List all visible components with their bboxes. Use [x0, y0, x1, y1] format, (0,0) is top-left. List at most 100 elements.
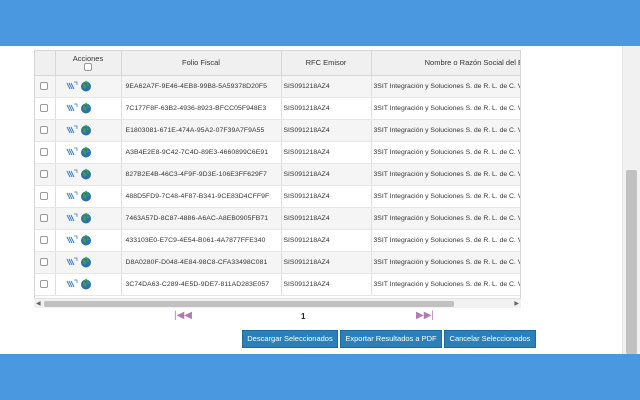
sat-download-icon[interactable] [66, 235, 78, 245]
rfc-emisor-cell: SIS091218AZ4 [281, 185, 372, 208]
row-select-cell [35, 75, 56, 98]
table-row: D8A0280F-D048-4E84-98C8-CFA33498C081 SIS0… [35, 251, 520, 274]
row-checkbox[interactable] [40, 258, 48, 266]
horizontal-scrollbar-thumb[interactable] [44, 301, 454, 307]
header-rfc-emisor[interactable]: RFC Emisor [281, 51, 372, 76]
razon-social-cell: 3SIT Integración y Soluciones S. de R. L… [371, 185, 520, 208]
rfc-emisor-cell: SIS091218AZ4 [281, 97, 372, 120]
row-select-cell [35, 119, 56, 142]
rfc-emisor-cell: SIS091218AZ4 [281, 273, 372, 296]
globe-icon[interactable] [80, 124, 92, 136]
header-razon-social[interactable]: Nombre o Razón Social del Emisor [371, 51, 520, 76]
table-row: E1803081-671E-474A-95A2-07F39A7F9A55 SIS0… [35, 119, 520, 142]
sat-download-icon[interactable] [66, 213, 78, 223]
row-select-cell [35, 97, 56, 120]
rfc-emisor-cell: SIS091218AZ4 [281, 229, 372, 252]
row-checkbox[interactable] [40, 82, 48, 90]
razon-social-cell: 3SIT Integración y Soluciones S. de R. L… [371, 75, 520, 98]
pager-last-icon[interactable]: ▶▶| [416, 310, 434, 321]
sat-download-icon[interactable] [66, 103, 78, 113]
sat-download-icon[interactable] [66, 191, 78, 201]
row-actions-cell [55, 229, 122, 252]
sat-download-icon[interactable] [66, 279, 78, 289]
folio-fiscal-cell: 7C177F8F-63B2-4936-8923-BFCC05F948E3 [121, 97, 282, 120]
descargar-seleccionados-button[interactable]: Descargar Seleccionados [242, 330, 338, 348]
folio-fiscal-cell: A3B4E2E8-9C42-7C4D-89E3-4660899C6E91 [121, 141, 282, 164]
table-row: 3C74DA63-C289-4E5D-9DE7-811AD283E057 SIS0… [35, 273, 520, 296]
row-checkbox[interactable] [40, 148, 48, 156]
vertical-scrollbar[interactable] [622, 46, 640, 354]
rfc-emisor-cell: SIS091218AZ4 [281, 119, 372, 142]
sat-download-icon[interactable] [66, 169, 78, 179]
header-folio-fiscal[interactable]: Folio Fiscal [121, 51, 282, 76]
rfc-emisor-cell: SIS091218AZ4 [281, 75, 372, 98]
folio-fiscal-cell: 9EA62A7F-9E46-4EB8-99B8-5A59378D20F5 [121, 75, 282, 98]
row-checkbox[interactable] [40, 214, 48, 222]
results-table: Acciones Folio Fiscal RFC Emisor Nombre … [35, 51, 520, 296]
row-actions-cell [55, 251, 122, 274]
folio-fiscal-cell: 488D5FD9-7C48-4F87-B341-9CE83D4CFF9F [121, 185, 282, 208]
row-select-cell [35, 163, 56, 186]
table-row: A3B4E2E8-9C42-7C4D-89E3-4660899C6E91 SIS0… [35, 141, 520, 164]
header-acciones-label: Acciones [72, 54, 104, 64]
scroll-left-arrow-icon[interactable]: ◀ [36, 301, 41, 307]
sat-download-icon[interactable] [66, 257, 78, 267]
row-checkbox[interactable] [40, 104, 48, 112]
table-row: 7C177F8F-63B2-4936-8923-BFCC05F948E3 SIS0… [35, 97, 520, 120]
folio-fiscal-cell: D8A0280F-D048-4E84-98C8-CFA33498C081 [121, 251, 282, 274]
row-checkbox[interactable] [40, 236, 48, 244]
rfc-emisor-cell: SIS091218AZ4 [281, 141, 372, 164]
sat-download-icon[interactable] [66, 125, 78, 135]
rfc-emisor-cell: SIS091218AZ4 [281, 207, 372, 230]
globe-icon[interactable] [80, 256, 92, 268]
globe-icon[interactable] [80, 146, 92, 158]
row-select-cell [35, 141, 56, 164]
globe-icon[interactable] [80, 80, 92, 92]
razon-social-cell: 3SIT Integración y Soluciones S. de R. L… [371, 163, 520, 186]
exportar-pdf-button[interactable]: Exportar Resultados a PDF [340, 330, 442, 348]
globe-icon[interactable] [80, 168, 92, 180]
folio-fiscal-cell: 7463A57D-8C87-4886-A6AC-A8EB0905FB71 [121, 207, 282, 230]
sat-download-icon[interactable] [66, 147, 78, 157]
globe-icon[interactable] [80, 212, 92, 224]
rfc-emisor-cell: SIS091218AZ4 [281, 163, 372, 186]
bottom-footer-bar [0, 354, 640, 400]
globe-icon[interactable] [80, 234, 92, 246]
horizontal-scrollbar[interactable]: ◀ ▶ [34, 298, 521, 308]
results-table-container: Acciones Folio Fiscal RFC Emisor Nombre … [34, 50, 521, 308]
razon-social-cell: 3SIT Integración y Soluciones S. de R. L… [371, 119, 520, 142]
row-checkbox[interactable] [40, 280, 48, 288]
globe-icon[interactable] [80, 102, 92, 114]
row-actions-cell [55, 273, 122, 296]
globe-icon[interactable] [80, 278, 92, 290]
pager-current-page: 1 [301, 312, 306, 321]
cancelar-seleccionados-button[interactable]: Cancelar Seleccionados [444, 330, 536, 348]
row-actions-cell [55, 185, 122, 208]
main-content: Acciones Folio Fiscal RFC Emisor Nombre … [0, 46, 640, 354]
select-all-checkbox[interactable] [84, 63, 92, 72]
globe-icon[interactable] [80, 190, 92, 202]
razon-social-cell: 3SIT Integración y Soluciones S. de R. L… [371, 141, 520, 164]
row-select-cell [35, 273, 56, 296]
row-checkbox[interactable] [40, 170, 48, 178]
pager-first-icon[interactable]: |◀◀ [174, 310, 192, 321]
razon-social-cell: 3SIT Integración y Soluciones S. de R. L… [371, 273, 520, 296]
row-checkbox[interactable] [40, 126, 48, 134]
header-acciones: Acciones [55, 51, 122, 76]
header-select-cell [35, 51, 56, 76]
vertical-scrollbar-thumb[interactable] [626, 170, 637, 354]
row-actions-cell [55, 119, 122, 142]
row-select-cell [35, 185, 56, 208]
sat-download-icon[interactable] [66, 81, 78, 91]
table-row: 827B2E4B-46C3-4F9F-9D3E-106E3FF629F7 SIS0… [35, 163, 520, 186]
row-actions-cell [55, 141, 122, 164]
row-actions-cell [55, 75, 122, 98]
row-select-cell [35, 251, 56, 274]
row-checkbox[interactable] [40, 192, 48, 200]
table-header-row: Acciones Folio Fiscal RFC Emisor Nombre … [35, 51, 520, 76]
top-header-bar [0, 0, 640, 46]
folio-fiscal-cell: 3C74DA63-C289-4E5D-9DE7-811AD283E057 [121, 273, 282, 296]
row-actions-cell [55, 97, 122, 120]
rfc-emisor-cell: SIS091218AZ4 [281, 251, 372, 274]
scroll-right-arrow-icon[interactable]: ▶ [514, 301, 519, 307]
